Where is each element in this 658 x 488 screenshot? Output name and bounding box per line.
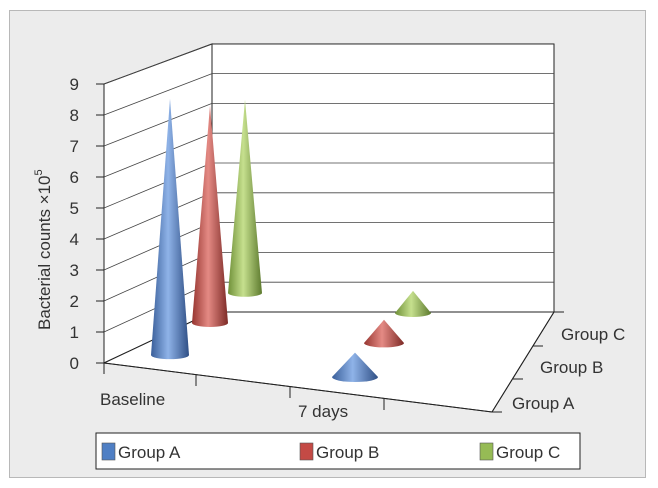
y-tick-label-9: 9	[70, 75, 79, 94]
gridline-side-5	[103, 162, 213, 209]
legend-label-group-c: Group C	[496, 443, 560, 462]
y-tick-label-6: 6	[70, 168, 79, 187]
gridlines	[103, 43, 554, 333]
legend-label-group-b: Group B	[316, 443, 379, 462]
depth-label-group-b: Group B	[540, 358, 603, 377]
x-category-label-1: 7 days	[298, 402, 348, 421]
y-axis-label-superscript: 5	[33, 169, 45, 175]
y-tick-label-7: 7	[70, 137, 79, 156]
y-tick-label-3: 3	[70, 261, 79, 280]
x-axis-line	[103, 362, 493, 413]
y-axis-label-text: Bacterial counts ×10	[35, 175, 54, 330]
cone-group-b-baseline	[192, 105, 228, 327]
legend: Group A Group B Group C	[101, 442, 560, 462]
gridline-side-4	[103, 192, 213, 240]
gridline-side-8	[103, 73, 213, 116]
cone-group-b-7-days	[364, 319, 404, 348]
cone-group-c-baseline	[228, 99, 262, 297]
y-axis-label: Bacterial counts ×105	[33, 169, 54, 330]
y-tick-label-0: 0	[70, 354, 79, 373]
legend-swatch-group-c	[479, 442, 494, 461]
gridline-side-9	[103, 43, 213, 85]
gridline-side-7	[103, 103, 213, 147]
y-axis-ticks: 0 1 2 3 4 5 6 7 8 9	[70, 75, 104, 373]
cone-group-a-baseline	[151, 98, 189, 360]
gridline-side-3	[103, 222, 213, 271]
legend-swatch-group-b	[299, 442, 314, 461]
y-tick-label-2: 2	[70, 292, 79, 311]
depth-axis-line	[491, 311, 555, 413]
y-tick-label-4: 4	[70, 230, 79, 249]
cone-group-a-7-days	[332, 352, 378, 383]
back-wall	[211, 43, 555, 313]
depth-label-group-c: Group C	[561, 325, 625, 344]
x-category-label-0: Baseline	[100, 390, 165, 409]
legend-swatch-group-a	[101, 442, 116, 461]
y-tick-label-8: 8	[70, 106, 79, 125]
depth-label-group-a: Group A	[512, 394, 575, 413]
cone-group-c-7-days	[395, 290, 431, 317]
legend-label-group-a: Group A	[118, 443, 181, 462]
legend-box	[95, 432, 581, 470]
cones	[151, 98, 431, 383]
gridline-side-6	[103, 132, 213, 178]
y-tick-label-1: 1	[70, 323, 79, 342]
y-tick-label-5: 5	[70, 199, 79, 218]
